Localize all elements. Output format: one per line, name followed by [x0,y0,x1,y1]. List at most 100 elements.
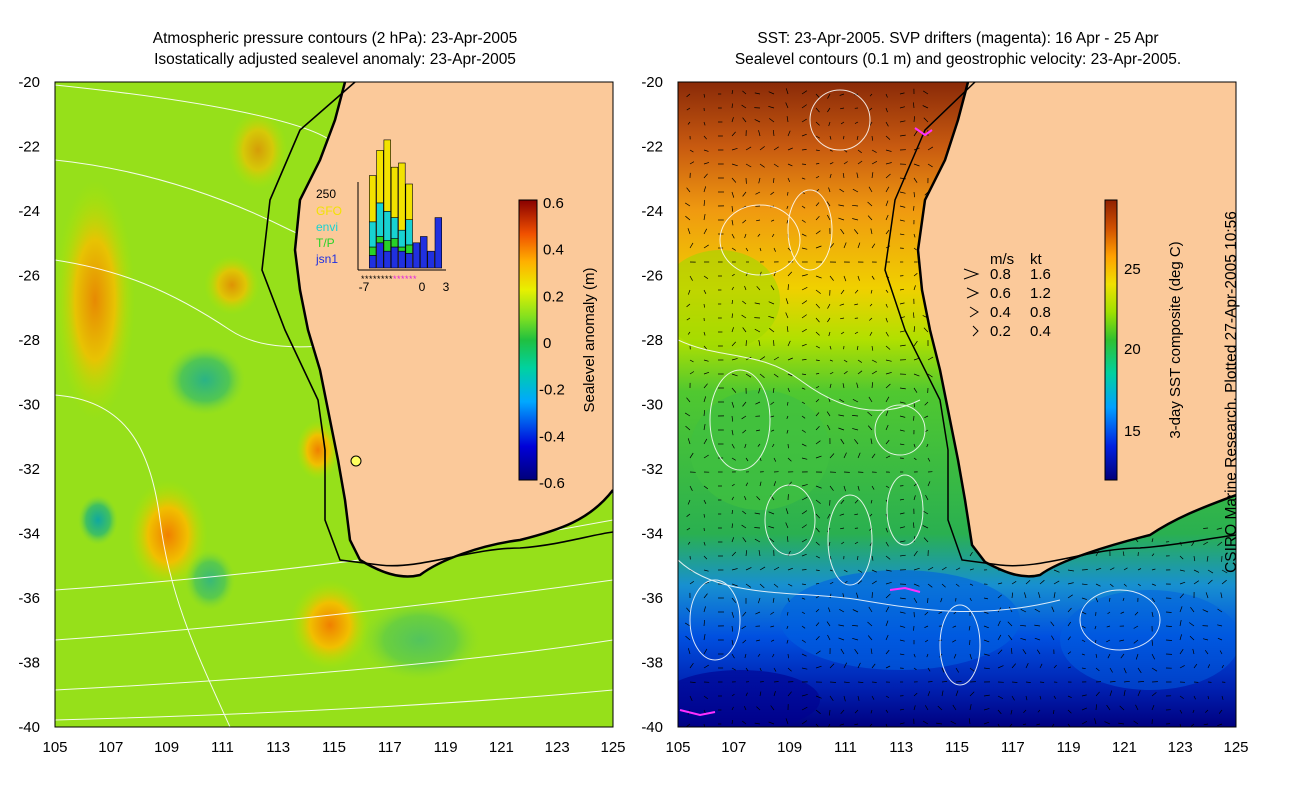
inset-bar-gfo [368,175,377,223]
velocity-arrow [703,664,709,669]
velocity-arrow [731,163,738,167]
velocity-arrow [885,317,888,323]
velocity-arrow [801,524,807,529]
velocity-arrow [1193,695,1196,700]
inset-bar-jsn1 [405,253,413,269]
inset-bar-tp [368,246,377,256]
velocity-arrow [1081,694,1087,697]
velocity-arrow [745,163,752,168]
velocity-arrow [703,569,709,572]
velocity-arrow [815,385,820,389]
velocity-arrow [1081,653,1086,656]
velocity-arrow [758,340,761,347]
velocity-arrow [731,205,734,212]
velocity-arrow [854,709,859,714]
velocity-arrow [941,667,945,673]
velocity-arrow [815,440,821,445]
sst-colorbar-tick: 25 [1124,261,1141,278]
velocity-arrow [871,695,875,700]
velocity-arrow [997,649,1003,655]
velocity-arrow [703,303,705,308]
velocity-arrow [913,522,915,529]
velocity-arrow [913,177,918,183]
velocity-arrow [801,639,806,643]
velocity-arrow [852,218,859,221]
velocity-arrow [1067,569,1074,572]
velocity-arrow [687,541,691,545]
velocity-arrow [843,681,850,684]
left-frame [54,81,614,728]
velocity-arrow [997,594,1002,599]
velocity-arrow [745,583,752,588]
left-x-tick: 113 [266,739,290,756]
velocity-arrow [1051,606,1055,613]
velocity-arrow [899,443,905,446]
velocity-arrow [885,186,890,193]
velocity-arrow [1034,608,1041,613]
velocity-arrow [731,568,738,571]
velocity-arrow [731,341,736,347]
velocity-arrow [1095,567,1102,571]
velocity-arrow [754,527,761,529]
velocity-arrow [1095,583,1101,587]
velocity-arrow [867,621,873,627]
left-x-tick: 121 [489,739,514,756]
velocity-arrow [1193,663,1198,669]
sla-colorbar-tick: -0.4 [539,428,565,445]
velocity-arrow [843,275,847,282]
velocity-arrow [689,371,695,375]
velocity-arrow [953,611,957,615]
velocity-arrow [787,387,790,393]
inset-x-tick: -7 [359,280,370,294]
velocity-arrow [927,681,933,683]
velocity-arrow [1137,681,1145,683]
velocity-arrow [969,653,972,660]
velocity-arrow [927,356,934,361]
velocity-arrow [773,481,777,487]
velocity-arrow [787,147,793,151]
velocity-arrow [885,93,888,98]
velocity-arrow [1203,723,1209,726]
velocity-arrow [686,513,691,517]
sst-colorbar-ramp [1104,199,1118,481]
inset-x-tick: 3 [443,280,450,294]
right-x-tick: 105 [665,739,690,756]
velocity-arrow [759,247,762,252]
velocity-arrow [913,130,918,137]
velocity-arrow [815,650,821,655]
velocity-arrow [841,331,845,335]
velocity-arrow [983,667,990,670]
velocity-arrow [913,191,915,198]
velocity-arrow [703,93,706,98]
velocity-arrow [785,298,789,305]
velocity-arrow [801,625,806,629]
velocity-arrow [801,569,807,571]
right-x-tick: 113 [889,739,913,756]
sla-colorbar-tick: 0.2 [543,288,564,305]
velocity-arrow [801,133,807,137]
velocity-arrow [840,709,845,715]
velocity-arrow [1053,695,1057,699]
velocity-arrow [852,415,859,417]
velocity-arrow [1123,690,1126,697]
velocity-arrow [787,340,791,347]
inset-bar-jsn1 [434,217,442,269]
right-x-tick: 123 [1168,739,1193,756]
velocity-arrow [773,667,777,672]
velocity-arrow [1216,527,1223,530]
velocity-arrow [1203,541,1209,546]
velocity-arrow [770,285,775,291]
velocity-arrow [1094,625,1097,630]
left-x-tick: 123 [545,739,570,756]
velocity-arrow [773,690,776,697]
velocity-arrow [941,681,948,683]
velocity-arrow [1039,681,1045,683]
velocity-arrow [983,721,990,725]
velocity-arrow [827,107,831,113]
velocity-arrow [885,372,892,375]
velocity-arrow [842,383,845,389]
velocity-arrow [838,204,845,207]
velocity-arrow [772,130,775,137]
velocity-arrow [1179,581,1186,585]
velocity-arrow [829,275,834,281]
